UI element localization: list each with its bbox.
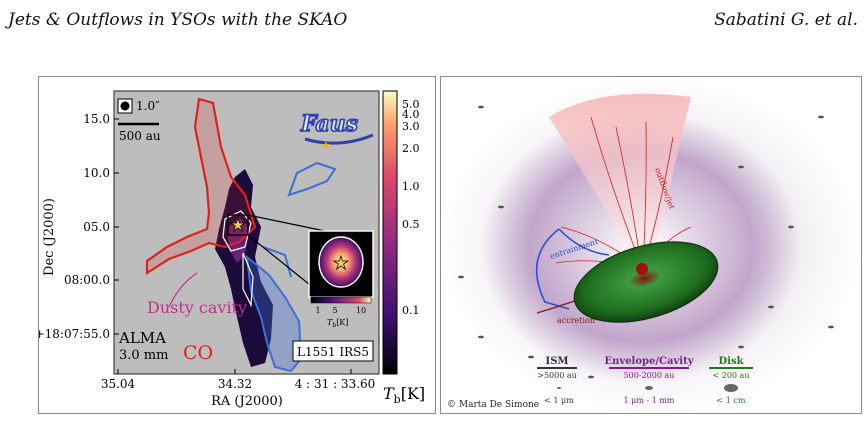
alma-map-panel: ★ 1.0″ 500 au Faus ★ ★ 1 5 10 Tb[K] Dust… [35,76,436,414]
running-header-authors: Sabatini G. et al. [714,10,858,30]
source-star-icon: ★ [230,215,246,236]
entrainment-arrow [558,228,610,256]
beam-label: 1.0″ [136,99,160,113]
dust-core [227,217,249,263]
colorbar-tick: 1.0 [402,180,420,193]
disk-range: < 200 au [713,371,750,380]
zoom-inset: ★ 1 5 10 Tb[K] [308,230,374,329]
dec-tick-label: 08:00.0 [64,273,110,287]
schematic-illustration: outflow/jet entrainment accretion ISM >5… [441,77,861,413]
colorbar-tick: 4.0 [402,108,420,121]
ism-title: ISM [546,356,569,367]
continuum-contour [222,210,252,252]
inset-tick: 5 [332,306,337,315]
source-label: L1551 IRS5 [297,345,369,359]
scale-bar-label: 500 au [119,129,161,143]
faust-logo: Faus ★ [299,110,374,152]
dec-tick-label: +18:07:55.0 [39,327,110,341]
wavelength-label: 3.0 mm [119,348,168,363]
alma-label: ALMA [118,329,166,347]
dec-axis-label: Dec (J2000) [42,198,57,276]
disk-title: Disk [718,356,744,367]
accretion-label: accretion [557,316,595,325]
colorbar-tick: 2.0 [402,142,420,155]
disk-grain [724,384,738,392]
colorbar-ticks: 5.0 4.0 3.0 2.0 1.0 0.5 0.1 [402,98,420,317]
colorbar-tick: 0.1 [402,304,420,317]
ism-size: < 1 μm [544,396,574,405]
colorbar-tick: 3.0 [402,120,420,133]
beam-ellipse [120,101,130,111]
colorbar-tick: 5.0 [402,98,420,111]
dust-grains [458,105,834,379]
dust-emission [215,169,273,367]
protostar [636,263,648,275]
continuum-contour [242,252,254,308]
protoplanetary-disk [573,241,719,323]
logo-text: Faus [300,111,358,137]
dec-tick-label: 15.0 [83,112,110,126]
running-header-title: Jets & Outflows in YSOs with the SKAO [8,10,348,30]
inset-label: Tb[K] [327,318,348,329]
inset-disk [318,236,364,288]
dec-tick-label: 05.0 [83,220,110,234]
dec-tick-label: 10.0 [83,166,110,180]
colorbar [382,90,398,375]
ra-tick-label: 4 : 31 : 33.60 [295,377,376,391]
logo-swoosh [304,133,374,145]
dusty-cavity-label: Dusty cavity [147,298,247,317]
blue-lobe-contour [245,254,303,373]
dec-axis: 15.0 10.0 05.0 08:00.0 +18:07:55.0 [35,112,119,341]
ra-axis: 35.04 34.32 4 : 31 : 33.60 [101,369,375,391]
schematic-panel: outflow/jet entrainment accretion ISM >5… [440,76,862,414]
entrainment-arrow [535,228,570,310]
inset-star-icon: ★ [333,253,349,274]
envelope-grain [645,386,653,390]
credit-label: © Marta De Simone [447,400,539,410]
blue-lobe-edge [262,246,292,278]
colorbar-label: Tb[K] [383,384,425,406]
dusty-cavity-arrow [168,272,198,308]
alma-map-figure: ★ 1.0″ 500 au Faus ★ ★ 1 5 10 Tb[K] Dust… [35,90,425,409]
inset-tick: 10 [356,306,366,315]
source-label-box [292,340,374,362]
envelope-range: 500-2000 au [624,371,675,380]
inset-colorbar [310,296,372,304]
colorbar-tick: 0.5 [402,218,420,231]
scale-legend: ISM >5000 au < 1 μm Envelope/Cavity 500-… [537,356,753,405]
disk-size: < 1 cm [717,396,746,405]
envelope-size: 1 μm - 1 mm [623,396,674,405]
zoom-box [227,214,249,236]
ra-tick-label: 34.32 [218,377,252,391]
inset-tick: 1 [315,306,320,315]
blue-lobe-arc [287,161,337,197]
ism-range: >5000 au [537,371,577,380]
envelope-title: Envelope/Cavity [604,356,694,367]
ism-grain [557,387,561,389]
zoom-line [247,214,326,232]
co-label: CO [183,342,213,364]
logo-star-icon: ★ [321,139,331,152]
ra-tick-label: 35.04 [101,377,136,391]
ra-axis-label: RA (J2000) [211,394,283,409]
